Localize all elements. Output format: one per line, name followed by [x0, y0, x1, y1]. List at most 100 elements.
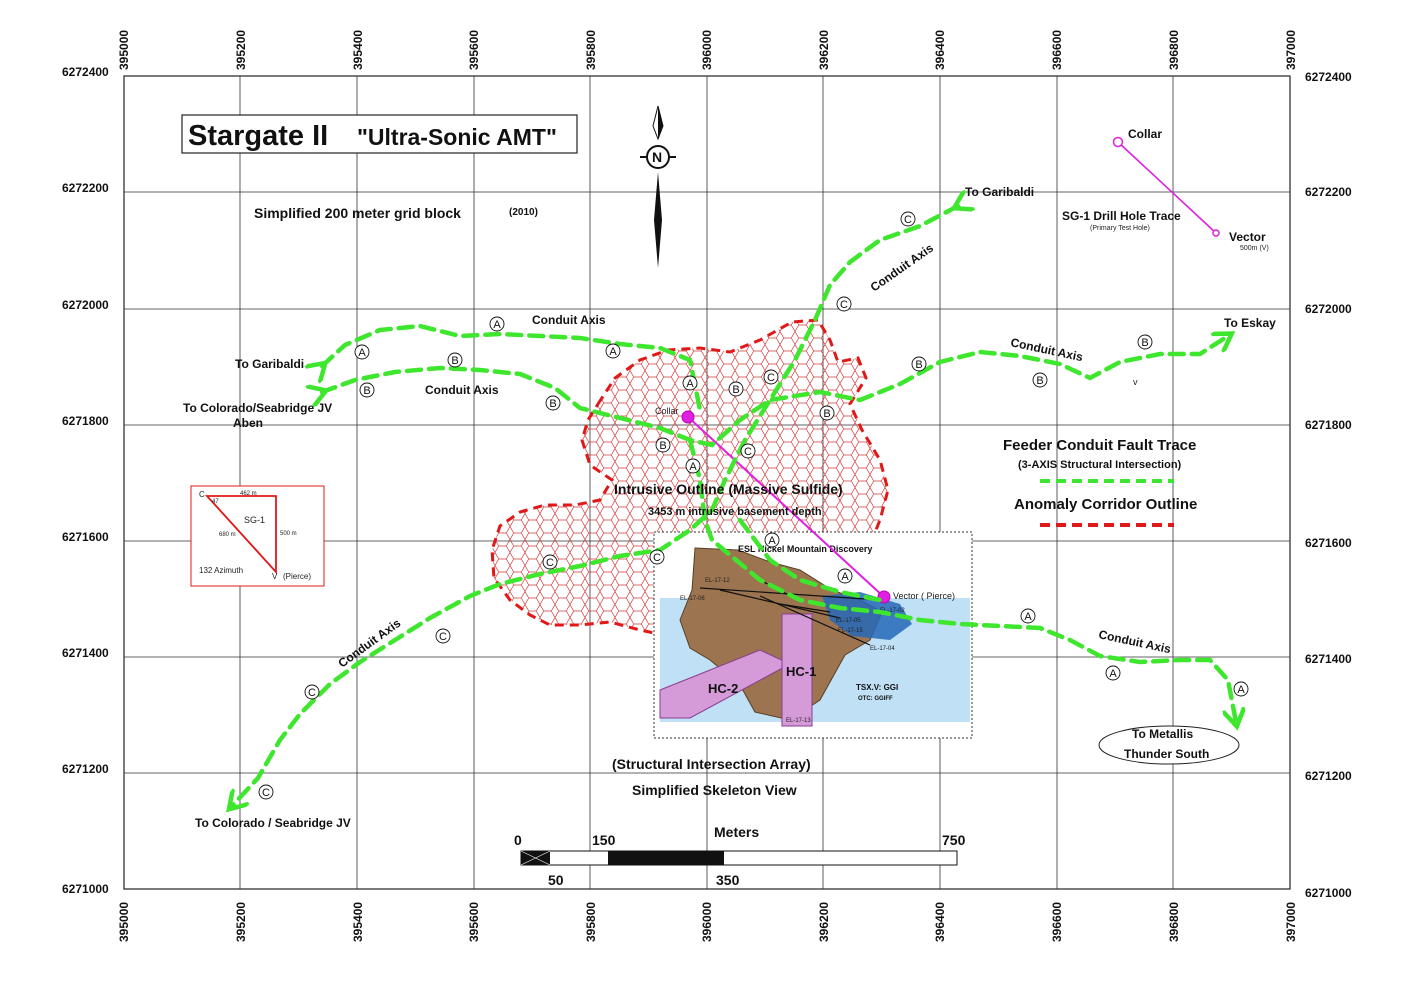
vector-marker-icon: [1212, 229, 1220, 237]
svg-text:A: A: [841, 571, 849, 583]
svg-text:B: B: [549, 398, 556, 410]
title-box: [181, 114, 578, 154]
tick-e-top-9: 396800: [1167, 30, 1181, 70]
triangle-inset-frame: [190, 485, 325, 587]
svg-text:A: A: [1237, 684, 1245, 696]
tick-e-bot-9: 396800: [1167, 902, 1181, 942]
drill-vector-label: Vector: [1229, 230, 1266, 244]
tick-n-right-6: 6271200: [1305, 769, 1352, 783]
scale-t150: 150: [592, 832, 616, 848]
tri-name: SG-1: [244, 515, 265, 525]
triangle-inset: C 47 462 m SG-1 680 m 500 m 132 Azimuth …: [190, 485, 325, 587]
tick-e-top-1: 395200: [234, 30, 248, 70]
inner-collar-marker: [681, 410, 695, 424]
tick-n-left-2: 6272000: [62, 298, 109, 312]
scale-t750: 750: [942, 832, 966, 848]
tick-e-bot-5: 396000: [700, 902, 714, 942]
tick-n-right-2: 6272000: [1305, 302, 1352, 316]
northing-ticks-left: 6272400 6272200 6272000 6271800 6271600 …: [62, 65, 109, 896]
label-to-garibaldi-ne: To Garibaldi: [965, 185, 1034, 199]
conduit-axis-a-east: [687, 437, 1236, 722]
north-arrow: N: [640, 105, 676, 268]
tri-azimuth: 132 Azimuth: [199, 566, 243, 575]
hole-label-4: EL-17-06: [680, 596, 705, 602]
drill-hole-trace: Collar SG-1 Drill Hole Trace (Primary Te…: [1062, 127, 1269, 252]
drill-collar-label: Collar: [1128, 127, 1162, 141]
tick-n-left-6: 6271200: [62, 762, 109, 776]
tick-n-right-1: 6272200: [1305, 185, 1352, 199]
label-to-garibaldi-w: To Garibaldi: [235, 357, 304, 371]
to-metallis-callout: To Metallis Thunder South: [1098, 725, 1240, 765]
hole-label-5: EL-17-12: [705, 578, 730, 584]
tick-e-bot-8: 396600: [1050, 902, 1064, 942]
legend-anomaly-title: Anomaly Corridor Outline: [1014, 496, 1197, 513]
svg-text:A: A: [493, 319, 501, 331]
tick-e-top-6: 396200: [817, 30, 831, 70]
label-conduit-axis-c-ne: Conduit Axis: [868, 241, 937, 295]
tick-n-right-3: 6271800: [1305, 418, 1352, 432]
label-conduit-axis-a: Conduit Axis: [532, 313, 606, 327]
conduit-traces: [232, 206, 1236, 806]
label-to-eskay: To Eskay: [1224, 316, 1276, 330]
tick-e-bot-3: 395600: [467, 902, 481, 942]
scale-t0: 0: [514, 832, 522, 848]
tick-n-left-4: 6271600: [62, 530, 109, 544]
svg-text:A: A: [768, 535, 776, 547]
conduit-axis-c-tie: [737, 517, 883, 603]
tick-e-top-0: 395000: [117, 30, 131, 70]
tick-e-bot-4: 395800: [584, 902, 598, 942]
svg-text:A: A: [358, 347, 366, 359]
svg-text:C: C: [840, 299, 848, 311]
tri-hyp-len: 680 m: [219, 532, 236, 538]
grid-subtitle: Simplified 200 meter grid block: [254, 205, 461, 221]
legend-feeder-sub: (3-AXIS Structural Intersection): [1018, 459, 1182, 471]
label-aben: Aben: [233, 416, 263, 430]
tick-n-left-5: 6271400: [62, 646, 109, 660]
tri-angle: 47: [212, 499, 219, 505]
tick-n-left-7: 6271000: [62, 882, 109, 896]
tick-n-left-3: 6271800: [62, 414, 109, 428]
label-thunder-south: Thunder South: [1124, 747, 1209, 761]
svg-text:B: B: [363, 385, 370, 397]
drill-vector-note: 500m (V): [1240, 245, 1269, 252]
circled-axis-markers: [258, 211, 1249, 800]
label-to-colorado-sw: To Colorado / Seabridge JV: [195, 816, 351, 830]
tick-e-top-2: 395400: [351, 30, 365, 70]
scale-t350: 350: [716, 872, 740, 888]
tick-e-top-3: 395600: [467, 30, 481, 70]
map-subtitle: "Ultra-Sonic AMT": [357, 124, 557, 150]
tri-v: V: [272, 572, 278, 581]
compass-needle-bottom-icon: [654, 172, 662, 268]
northing-ticks-right: 6272400 6272200 6272000 6271800 6271600 …: [1305, 70, 1352, 900]
label-conduit-axis-b: Conduit Axis: [425, 383, 499, 397]
grid-year: (2010): [509, 207, 538, 218]
tri-top-len: 462 m: [240, 491, 257, 497]
svg-text:B: B: [451, 355, 458, 367]
tick-e-top-7: 396400: [933, 30, 947, 70]
easting-ticks-top: 395000 395200 395400 395600 395800 39600…: [117, 30, 1298, 70]
svg-text:C: C: [262, 787, 270, 799]
circled-axis-letters: A A A A A A A A A B B B B B B B B B C C …: [262, 214, 1245, 799]
scale-seg-150-350: [608, 851, 724, 865]
map-title: Stargate II: [188, 120, 328, 152]
tick-e-top-5: 396000: [700, 30, 714, 70]
label-intrusive-outline: Intrusive Outline (Massive Sulfide): [614, 481, 843, 497]
drill-subtitle: (Primary Test Hole): [1090, 225, 1150, 232]
tick-n-right-5: 6271400: [1305, 652, 1352, 666]
tick-e-top-4: 395800: [584, 30, 598, 70]
label-structural-array: (Structural Intersection Array): [612, 756, 811, 772]
tick-n-left-1: 6272200: [62, 181, 109, 195]
legend: Feeder Conduit Fault Trace (3-AXIS Struc…: [1003, 437, 1197, 527]
embedded-discovery-map: HC-2 HC-1 ESL Nickel Mountain Discovery …: [653, 531, 973, 739]
svg-text:A: A: [609, 346, 617, 358]
scale-t50: 50: [548, 872, 564, 888]
tick-e-bot-6: 396200: [817, 902, 831, 942]
svg-text:C: C: [904, 214, 912, 226]
tick-e-bot-7: 396400: [933, 902, 947, 942]
hole-label-6: EL-17-13: [786, 718, 811, 724]
tick-e-top-10: 397000: [1284, 30, 1298, 70]
label-basement-depth: 3453 m intrusive basement depth: [648, 506, 822, 518]
tick-e-bot-2: 395400: [351, 902, 365, 942]
hole-label-1: EL-17-05: [836, 618, 861, 624]
